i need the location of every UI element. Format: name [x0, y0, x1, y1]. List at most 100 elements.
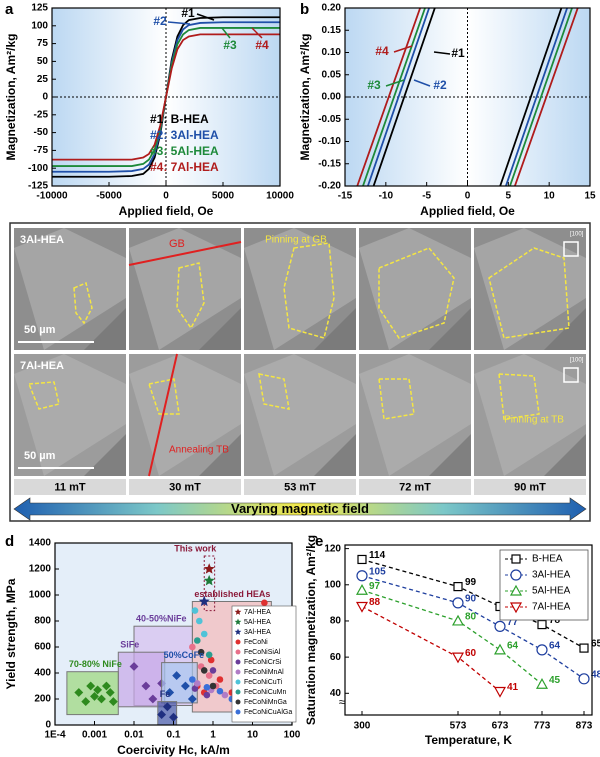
- y-tick-label: -125: [28, 181, 48, 192]
- x-tick-label: -5000: [96, 191, 122, 202]
- point: [355, 601, 369, 613]
- y-tick-label: 125: [31, 3, 48, 14]
- legend-entry: FeCoNiMnAl: [244, 669, 284, 676]
- legend-marker: [235, 679, 241, 685]
- point: [93, 685, 103, 695]
- domain-outline: [73, 281, 93, 325]
- annotation: Pinning at TB: [504, 415, 564, 426]
- point: [535, 678, 549, 689]
- legend-marker: [234, 618, 242, 625]
- point: [172, 671, 182, 681]
- annotation: #1: [451, 46, 465, 60]
- plot-area: [345, 8, 590, 186]
- legend-marker: [235, 669, 241, 675]
- annotation-arrow: [221, 27, 231, 39]
- y-tick-label: 0.20: [322, 3, 342, 14]
- region: [117, 651, 166, 708]
- point: [493, 643, 507, 655]
- legend-marker: [509, 584, 523, 596]
- data-label: 105: [369, 566, 386, 577]
- region-label: This work: [174, 543, 217, 553]
- y-tick-label: 800: [34, 616, 51, 627]
- y-tick-label: -25: [34, 109, 49, 120]
- field-label: 30 mT: [169, 481, 201, 493]
- point: [451, 652, 465, 664]
- region: [203, 555, 216, 612]
- legend-entry: 3Al-HEA: [244, 629, 271, 636]
- domain-shade: [244, 228, 356, 350]
- x-tick-label: 0.01: [124, 730, 144, 741]
- annotation: Pinning at GB: [265, 235, 327, 246]
- legend-marker: [234, 628, 242, 635]
- annotation-arrow: [413, 79, 431, 87]
- panel-label: d: [5, 533, 14, 550]
- data-label: 77: [507, 617, 519, 628]
- x-axis-title: Applied field, Oe: [420, 204, 515, 218]
- point: [180, 681, 190, 691]
- y-tick-label: -0.05: [318, 114, 341, 125]
- point: [129, 662, 139, 671]
- field-cell: [129, 479, 241, 495]
- legend-entry: FeCoNiMnGa: [244, 699, 287, 706]
- series-line: [356, 8, 579, 186]
- point: [193, 680, 201, 687]
- annotation: GB: [169, 238, 185, 250]
- y-tick-label: 0.00: [322, 92, 342, 103]
- point: [209, 667, 217, 674]
- x-tick-label: 10: [544, 191, 556, 202]
- domain-shade: [14, 354, 126, 476]
- point: [453, 581, 463, 592]
- x-tick-label: 10: [247, 730, 259, 741]
- domain-outline: [488, 247, 570, 339]
- legend-entry: #3: 5Al-HEA: [150, 144, 219, 158]
- point: [157, 710, 167, 720]
- legend-entry: 5Al-HEA: [532, 586, 571, 597]
- annotation: Annealing TB: [169, 445, 229, 456]
- domain-dark: [199, 434, 241, 476]
- annotation-arrow: [167, 21, 191, 25]
- y-tick-label: 25: [37, 74, 49, 85]
- legend-entry: 7Al-HEA: [532, 602, 571, 613]
- legend-entry: FeCoNiCrSi: [244, 659, 282, 666]
- domain-outline: [378, 247, 455, 339]
- y-tick-label: -0.10: [318, 136, 341, 147]
- y-axis-title: Magnetization, Am²/kg: [4, 34, 18, 161]
- x-tick-label: 5: [506, 191, 512, 202]
- field-label: 11 mT: [54, 481, 85, 493]
- x-tick-label: 673: [492, 721, 509, 732]
- y-tick-label: 0.15: [322, 25, 342, 36]
- x-tick-label: 1: [210, 730, 216, 741]
- legend-marker: [511, 554, 521, 564]
- x-tick-label: -10: [379, 191, 394, 202]
- x-tick-label: -5: [422, 191, 431, 202]
- x-tick-label: 0.001: [82, 730, 107, 741]
- orientation-label: [100]: [570, 232, 584, 238]
- panel-label: b: [300, 1, 309, 18]
- domain-dark: [429, 434, 471, 476]
- point: [189, 643, 196, 651]
- x-tick-label: -10000: [36, 191, 68, 202]
- point: [578, 673, 590, 685]
- annotation-arrow: [251, 27, 263, 39]
- x-axis-title: Coercivity Hc, kA/m: [117, 743, 230, 757]
- point: [81, 697, 91, 707]
- data-label: 99: [465, 577, 477, 588]
- point: [191, 607, 199, 614]
- point: [97, 694, 106, 704]
- field-label: 72 mT: [399, 481, 431, 493]
- x-tick-label: 773: [534, 721, 551, 732]
- y-tick-label: 75: [37, 38, 49, 49]
- plot-area: [52, 8, 280, 186]
- annotation: #2: [433, 78, 447, 92]
- domain-shade: [359, 354, 471, 476]
- legend-entry: FeCoNi: [244, 639, 268, 646]
- y-tick-label: 1200: [29, 564, 52, 575]
- point: [162, 702, 172, 712]
- point: [148, 694, 158, 704]
- field-cell: [474, 479, 586, 495]
- domain-dark: [199, 308, 241, 350]
- point: [90, 691, 99, 701]
- region-label: SiFe: [120, 640, 139, 650]
- point: [355, 583, 369, 595]
